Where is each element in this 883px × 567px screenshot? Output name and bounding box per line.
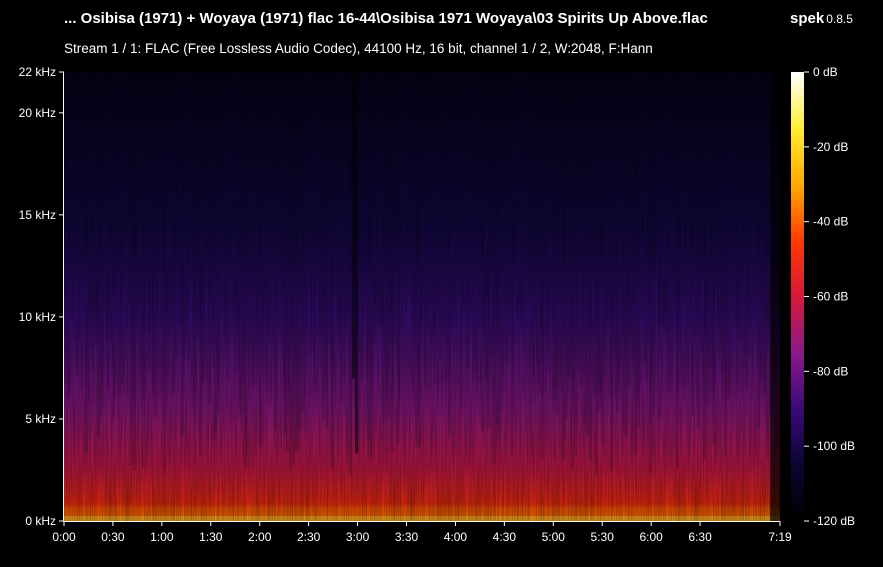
colorbar-tick-label: -60 dB	[813, 290, 848, 304]
spectrogram-area	[64, 72, 781, 521]
colorbar-tick-label: -80 dB	[813, 364, 848, 378]
x-tick-label: 2:00	[248, 530, 272, 544]
x-tick-label: 2:30	[297, 530, 321, 544]
colorbar: 0 dB -20 dB -40 dB -60 dB -80 dB -100 dB -120 …	[791, 65, 855, 528]
y-tick-label: 5 kHz	[25, 412, 56, 426]
colorbar-scale	[791, 72, 804, 521]
x-tick-label: 3:00	[346, 530, 370, 544]
colorbar-tick-label: -40 dB	[813, 215, 848, 229]
x-tick-label: 6:30	[688, 530, 712, 544]
app-name: spek 0.8.5	[790, 10, 853, 27]
x-tick-label: 4:30	[493, 530, 517, 544]
x-tick-label: 0:00	[52, 530, 76, 544]
app-version: 0.8.5	[826, 12, 853, 26]
spectrogram-texture	[64, 72, 780, 521]
x-tick-label: 0:30	[101, 530, 125, 544]
y-tick-label: 0 kHz	[25, 514, 56, 528]
colorbar-tick-label: -120 dB	[813, 514, 855, 528]
colorbar-ticks: 0 dB -20 dB -40 dB -60 dB -80 dB -100 dB -120 …	[804, 65, 855, 528]
x-axis-ticks: 0:00 0:30 1:00 1:30 2:00 2:30 3:00 3:30 4:00 4:30…	[52, 521, 792, 544]
file-title: ... Osibisa (1971) + Woyaya (1971) flac …	[64, 10, 708, 27]
y-tick-label: 10 kHz	[19, 310, 56, 324]
x-tick-label: 5:30	[591, 530, 615, 544]
y-tick-label: 15 kHz	[19, 208, 56, 222]
x-tick-label: 3:30	[395, 530, 419, 544]
y-axis-ticks: 0 kHz 5 kHz 10 kHz 15 kHz 20 kHz 22 kHz	[19, 65, 64, 528]
x-tick-label: 6:00	[639, 530, 663, 544]
y-tick-label: 22 kHz	[19, 65, 56, 79]
x-tick-label: 1:00	[150, 530, 174, 544]
colorbar-tick-label: -100 dB	[813, 439, 855, 453]
colorbar-tick-label: 0 dB	[813, 65, 838, 79]
x-tick-label: 1:30	[199, 530, 223, 544]
x-tick-label: 5:00	[542, 530, 566, 544]
app-name-label: spek	[790, 10, 825, 27]
x-tick-label: 4:00	[444, 530, 468, 544]
x-tick-label: 7:19	[768, 530, 792, 544]
y-tick-label: 20 kHz	[19, 106, 56, 120]
colorbar-tick-label: -20 dB	[813, 140, 848, 154]
stream-info: Stream 1 / 1: FLAC (Free Lossless Audio …	[64, 41, 653, 56]
